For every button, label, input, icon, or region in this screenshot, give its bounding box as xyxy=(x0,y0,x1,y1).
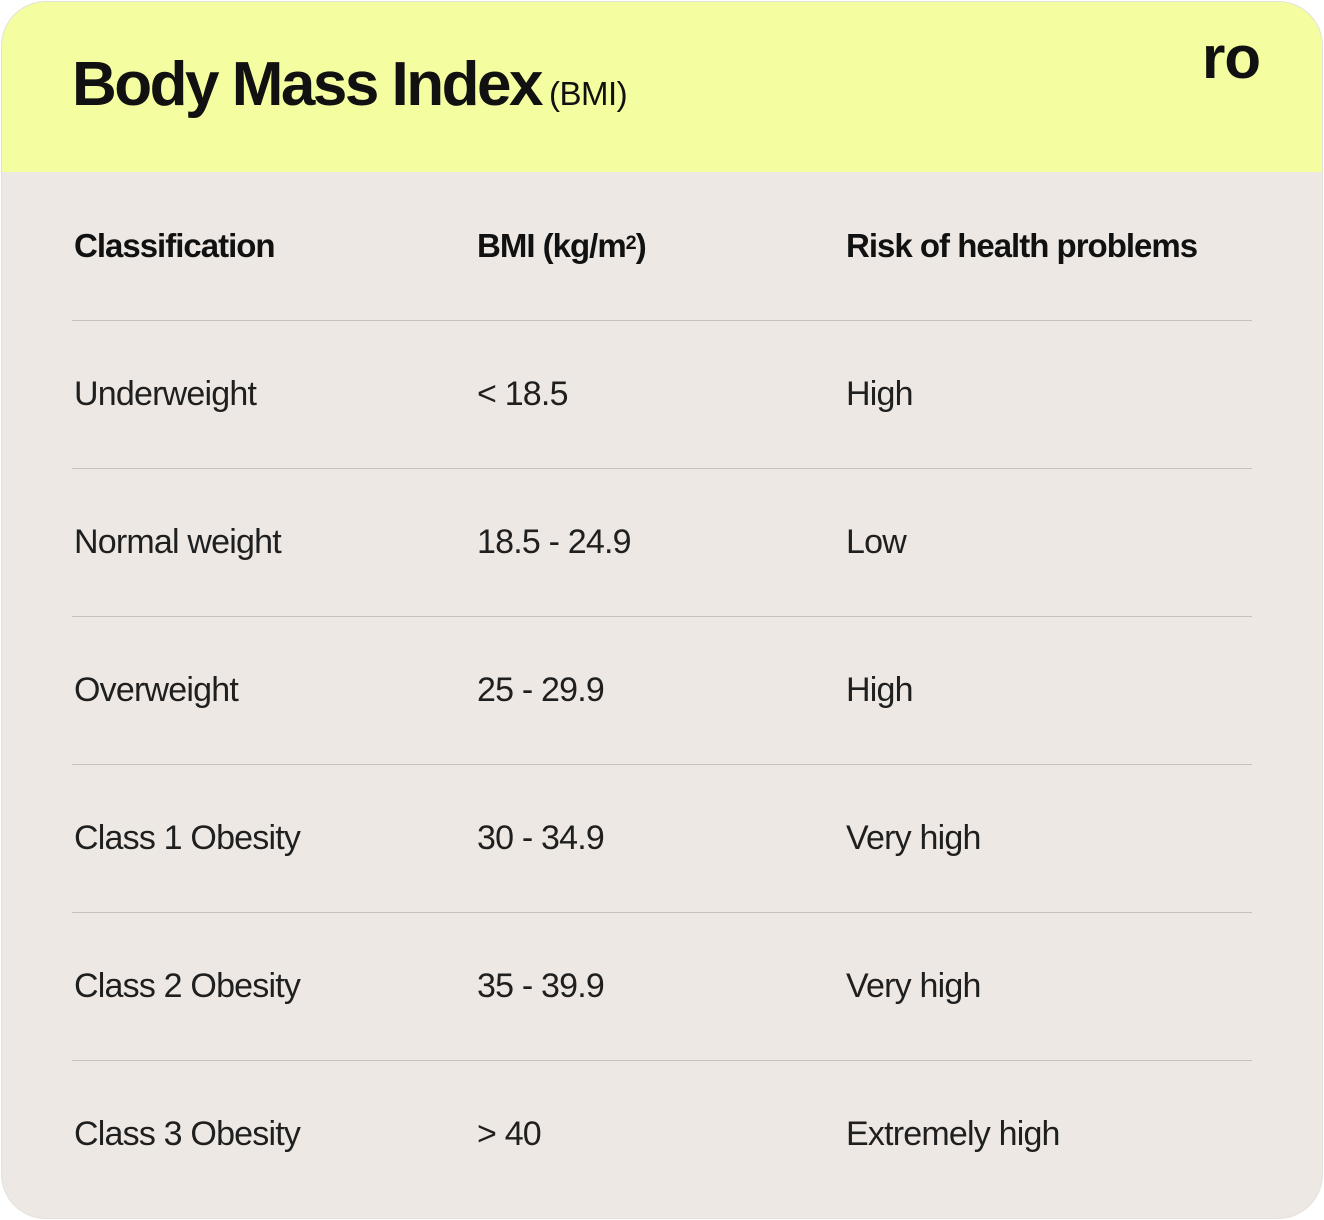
table-row: Underweight < 18.5 High xyxy=(72,320,1252,468)
classification-cell: Class 1 Obesity xyxy=(74,819,301,857)
column-header-risk: Risk of health problems xyxy=(846,227,1198,264)
bmi-range-cell: > 40 xyxy=(477,1115,542,1153)
classification-cell: Underweight xyxy=(74,375,257,413)
table-row: Class 2 Obesity 35 - 39.9 Very high xyxy=(72,912,1252,1060)
column-header-bmi-close: ) xyxy=(635,227,647,264)
classification-cell: Class 2 Obesity xyxy=(74,967,301,1005)
title-main: Body Mass Index xyxy=(72,50,543,119)
column-header-classification: Classification xyxy=(74,227,276,264)
table-row: Class 3 Obesity > 40 Extremely high xyxy=(72,1060,1252,1208)
column-header-bmi-superscript: 2 xyxy=(625,231,637,254)
risk-cell: Very high xyxy=(846,967,981,1005)
classification-cell: Normal weight xyxy=(74,523,282,561)
brand-logo: ro xyxy=(1202,24,1261,91)
risk-cell: High xyxy=(846,671,914,709)
page-title: Body Mass Index (BMI) xyxy=(72,54,628,116)
classification-cell: Class 3 Obesity xyxy=(74,1115,301,1153)
table-row: Normal weight 18.5 - 24.9 Low xyxy=(72,468,1252,616)
risk-cell: High xyxy=(846,375,914,413)
bmi-range-cell: 18.5 - 24.9 xyxy=(477,523,632,561)
bmi-range-cell: 35 - 39.9 xyxy=(477,967,605,1005)
column-header-bmi: BMI (kg/m 2) xyxy=(477,172,647,320)
table-header-row: Classification BMI (kg/m 2) Risk of healt… xyxy=(72,172,1252,320)
classification-cell: Overweight xyxy=(74,671,239,709)
bmi-table: Classification BMI (kg/m 2) Risk of healt… xyxy=(72,172,1252,1208)
risk-cell: Very high xyxy=(846,819,981,857)
table-row: Class 1 Obesity 30 - 34.9 Very high xyxy=(72,764,1252,912)
title-subtitle: (BMI) xyxy=(548,75,628,112)
column-header-bmi-label: BMI (kg/m xyxy=(477,227,627,264)
risk-cell: Low xyxy=(846,523,907,561)
bmi-range-cell: 30 - 34.9 xyxy=(477,819,605,857)
card-header: Body Mass Index (BMI) ro xyxy=(2,2,1322,172)
bmi-range-cell: 25 - 29.9 xyxy=(477,671,605,709)
risk-cell: Extremely high xyxy=(846,1115,1060,1153)
table-row: Overweight 25 - 29.9 High xyxy=(72,616,1252,764)
bmi-range-cell: < 18.5 xyxy=(477,375,568,413)
